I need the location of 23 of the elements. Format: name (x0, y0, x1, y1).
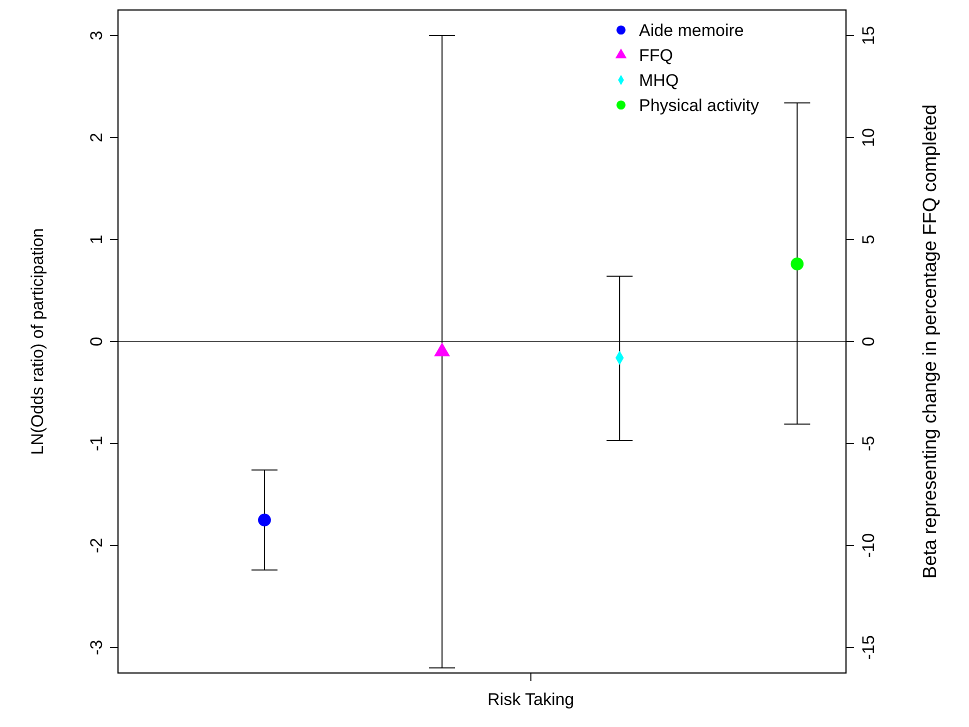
y2-tick-label: -15 (859, 635, 878, 660)
y2-tick-label: 0 (859, 336, 878, 346)
y-axis-title: LN(Odds ratio) of participation (28, 228, 47, 455)
y-tick-label: -3 (87, 640, 106, 656)
point (258, 514, 271, 526)
y2-axis-title: Beta representing change in percentage FFQ completed (920, 104, 941, 579)
point (790, 258, 804, 270)
y-tick-label: 1 (87, 234, 106, 244)
y-tick-label: 3 (87, 30, 106, 40)
y-tick-label: -1 (87, 436, 106, 452)
legend-label: Aide memoire (639, 21, 744, 40)
y-tick-label: 0 (87, 336, 106, 346)
y2-tick-label: 5 (859, 234, 878, 244)
legend-label: MHQ (639, 71, 679, 90)
y2-tick-label: 10 (859, 128, 878, 147)
text: Risk Taking (488, 690, 574, 709)
y2-tick-label: -10 (859, 533, 878, 558)
y2-tick-label: 15 (859, 26, 878, 45)
y2-tick-label: -5 (859, 436, 878, 452)
y-tick-label: -2 (87, 538, 106, 554)
y-tick-label: 2 (87, 132, 106, 142)
legend-label: FFQ (639, 46, 673, 65)
legend-label: Physical activity (639, 96, 760, 115)
